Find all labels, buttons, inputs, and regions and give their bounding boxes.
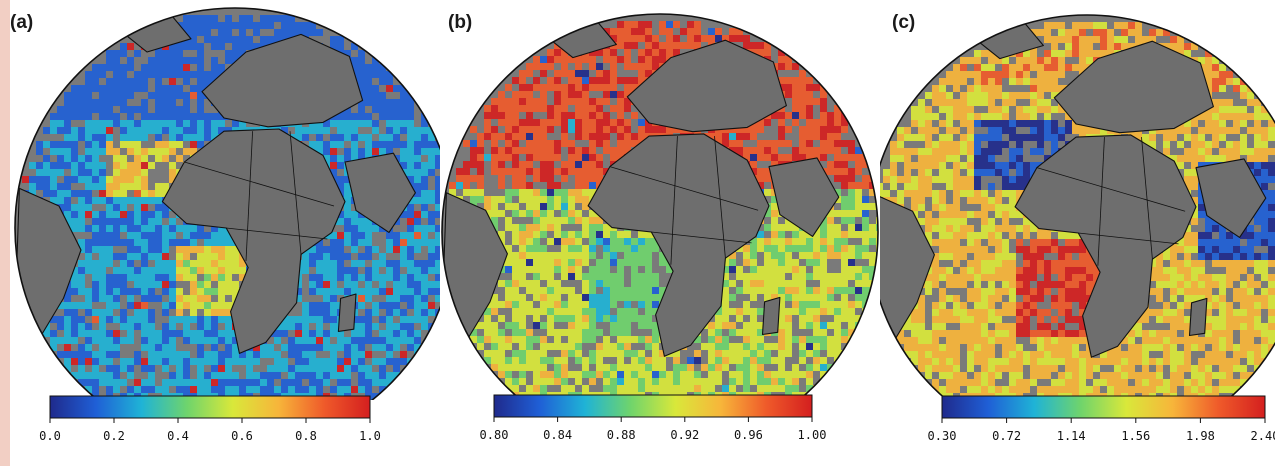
colorbar: 0.0 0.2 0.4 0.6 0.8 1.0 xyxy=(39,395,381,443)
globe-map xyxy=(880,14,1275,400)
colorbar-tick-label: 0.88 xyxy=(607,428,636,442)
colorbar-tick-label: 2.40 xyxy=(1251,429,1275,443)
panel-label: (c) xyxy=(892,12,916,33)
colorbar-tick-label: 1.98 xyxy=(1186,429,1215,443)
colorbar-tick-label: 0.4 xyxy=(167,429,189,443)
colorbar-gradient xyxy=(941,395,1266,419)
panel-a: (a) 0.0 0.2 0.4 0.6 0.8 1.0 xyxy=(0,0,440,466)
colorbar: 0.80 0.84 0.88 0.92 0.96 1.00 xyxy=(480,394,827,442)
colorbar-tick-label: 0.92 xyxy=(670,428,699,442)
colorbar-tick-label: 0.72 xyxy=(992,429,1021,443)
colorbar-tick-label: 1.56 xyxy=(1121,429,1150,443)
left-margin-strip xyxy=(0,0,10,466)
colorbar-tick-label: 0.96 xyxy=(734,428,763,442)
panel-label: (a) xyxy=(10,12,34,33)
colorbar-tick-label: 0.30 xyxy=(928,429,957,443)
colorbar-tick-label: 0.80 xyxy=(480,428,509,442)
colorbar-gradient xyxy=(493,394,813,418)
colorbar-tick-label: 0.6 xyxy=(231,429,253,443)
colorbar: 0.30 0.72 1.14 1.56 1.98 2.40 xyxy=(928,395,1275,443)
colorbar-tick-label: 0.2 xyxy=(103,429,125,443)
colorbar-tick-label: 0.0 xyxy=(39,429,61,443)
colorbar-tick-label: 1.00 xyxy=(798,428,827,442)
globe-map xyxy=(14,7,440,400)
colorbar-tick-label: 1.0 xyxy=(359,429,381,443)
colorbar-tick-label: 0.8 xyxy=(295,429,317,443)
colorbar-gradient xyxy=(49,395,371,419)
colorbar-tick-label: 1.14 xyxy=(1057,429,1086,443)
colorbar-tick-label: 0.84 xyxy=(543,428,572,442)
panel-label: (b) xyxy=(448,12,473,33)
panel-c: (c) 0.30 0.72 1.14 1.56 1.98 2.40 xyxy=(880,0,1275,466)
panel-b: (b) 0.80 0.84 0.88 0.92 0.96 1.00 xyxy=(440,0,880,466)
